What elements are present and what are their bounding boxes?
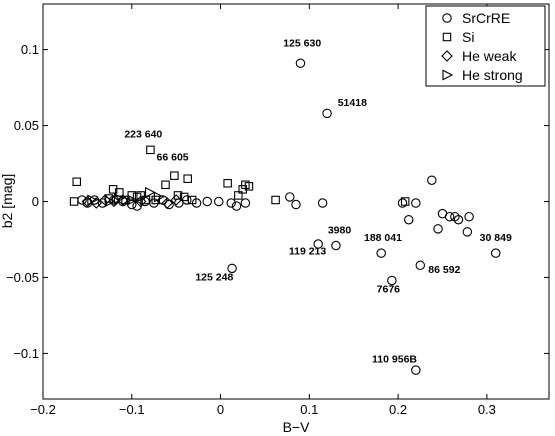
legend-box (425, 5, 546, 87)
si-point (69, 197, 79, 206)
srcrre-point (415, 260, 426, 271)
x-tick-label: 0.2 (389, 402, 407, 417)
srcrre-point (376, 248, 386, 258)
legend-label: He weak (462, 48, 517, 64)
srcrre-point (285, 192, 295, 202)
si-point (108, 185, 118, 194)
he-strong-point (127, 194, 138, 206)
x-tick-label: 0.3 (478, 402, 496, 417)
si-point (136, 191, 145, 200)
si-point (146, 145, 155, 155)
he-weak-point (81, 195, 94, 208)
y-tick-label: 0.1 (21, 42, 39, 57)
srcrre-point (313, 239, 323, 249)
srcrre-point (295, 58, 306, 68)
si-point (170, 171, 179, 180)
he-weak-point (161, 197, 174, 209)
he-strong-point (153, 191, 165, 203)
y-tick-label: 0.05 (14, 118, 39, 133)
si-point (187, 195, 197, 205)
legend-marker (442, 13, 452, 23)
si-point (179, 192, 189, 202)
axis-ticks: −0.2 −0.1 0 0.1 0.2 0.3 −0.1 −0.05 0 0.05 0.1 (6, 4, 549, 417)
srcrre-point (317, 198, 328, 208)
legend-label: SrCrRE (462, 10, 510, 26)
he-strong-point (87, 194, 99, 206)
si-point (183, 174, 192, 183)
si-point (161, 180, 170, 190)
srcrre-point (202, 196, 212, 207)
srcrre-point (427, 175, 437, 185)
srcrre-point (182, 195, 192, 205)
point-annotation: 86 592 (428, 264, 460, 276)
point-annotation: 110 956B (372, 354, 417, 366)
si-point (400, 197, 410, 206)
si-point (151, 195, 160, 205)
he-weak-point (170, 194, 182, 206)
si-point (121, 195, 130, 205)
si-point (238, 185, 247, 194)
y-tick-label: −0.1 (13, 346, 39, 361)
he-strong-point (144, 186, 156, 198)
y-axis-label: b2 [mag] (0, 174, 15, 228)
srcrre-point (387, 275, 397, 286)
srcrre-point (411, 365, 421, 375)
srcrre-point (214, 196, 224, 207)
si-point (271, 195, 280, 205)
he-strong-point (113, 192, 125, 204)
legend-label: Si (462, 29, 474, 45)
legend-marker (442, 32, 452, 42)
srcrre-point (464, 211, 474, 222)
x-axis-label: B−V (283, 419, 311, 435)
point-annotation: 66 605 (157, 151, 189, 163)
point-annotation: 125 248 (195, 272, 233, 284)
srcrre-point (453, 214, 464, 225)
legend: SrCrRE Si He weak He strong (425, 5, 546, 87)
srcrre-point (403, 214, 414, 225)
legend-marker (442, 69, 454, 81)
x-tick-label: 0 (217, 402, 224, 417)
y-tick-label: 0 (32, 194, 39, 209)
x-tick-label: −0.2 (30, 402, 56, 417)
x-tick-label: 0.1 (300, 402, 318, 417)
srcrre-point (331, 240, 341, 251)
point-annotation: 3980 (328, 224, 352, 236)
he-strong-point (105, 196, 116, 207)
si-point (173, 191, 183, 200)
point-annotation: 7676 (377, 284, 401, 296)
srcrre-point (490, 248, 501, 258)
srcrre-point (433, 224, 443, 234)
srcrre-point (397, 198, 408, 208)
srcrre-point (462, 227, 473, 237)
srcrre-point (191, 198, 202, 208)
srcrre-point (231, 201, 242, 211)
si-point (244, 182, 254, 191)
point-annotation: 119 213 (289, 246, 327, 258)
si-point (234, 191, 243, 200)
legend-label: He strong (462, 67, 523, 83)
srcrre-point (444, 211, 455, 222)
srcrre-point (291, 199, 301, 210)
he-weak-point (117, 194, 129, 206)
legend-marker (441, 50, 453, 62)
srcrre-point (322, 108, 332, 119)
point-annotation: 223 640 (124, 129, 162, 141)
si-point (72, 177, 81, 187)
srcrre-point (240, 198, 251, 208)
point-annotation: 125 630 (283, 38, 321, 50)
he-weak-point (90, 197, 103, 209)
srcrre-point (411, 198, 421, 208)
point-annotation: 30 849 (480, 232, 512, 244)
y-tick-label: −0.05 (6, 270, 39, 285)
srcrre-point (226, 198, 236, 208)
point-annotation: 188 041 (364, 232, 402, 244)
si-point (223, 179, 232, 188)
data-points (69, 58, 501, 375)
point-annotation: 51418 (338, 97, 367, 109)
x-tick-label: −0.1 (119, 402, 145, 417)
srcrre-point (227, 263, 237, 274)
